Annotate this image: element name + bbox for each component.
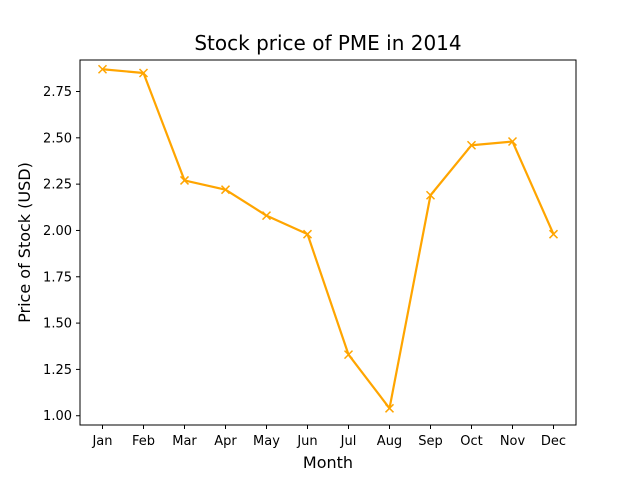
data-point-marker [507, 136, 518, 147]
x-tick-label: Jul [340, 434, 357, 449]
x-axis-label: Month [303, 453, 353, 472]
data-point-marker [384, 403, 395, 413]
x-tick-label: Dec [541, 434, 566, 449]
x-tick-label: Nov [500, 434, 526, 449]
data-point-marker [220, 185, 231, 195]
y-tick-label: 2.25 [43, 178, 72, 193]
data-point-marker [261, 211, 272, 221]
y-tick-label: 1.25 [43, 363, 72, 378]
chart-title: Stock price of PME in 2014 [194, 31, 461, 55]
data-point-marker [466, 140, 477, 150]
y-axis-ticks: 1.00 1.25 1.50 1.75 2.00 2.25 2.50 2.75 [43, 85, 80, 424]
y-tick-label: 1.00 [43, 409, 72, 424]
y-tick-label: 1.50 [43, 317, 72, 332]
y-tick-label: 2.00 [43, 224, 72, 239]
x-tick-label: Oct [460, 434, 482, 449]
data-point-marker [138, 68, 149, 78]
data-point-marker [97, 64, 108, 74]
data-point-marker [548, 229, 559, 239]
data-point-marker [343, 350, 354, 360]
x-tick-label: Mar [172, 434, 197, 449]
y-axis-label: Price of Stock (USD) [15, 162, 34, 323]
data-point-marker [302, 229, 313, 239]
y-tick-label: 2.50 [43, 131, 72, 146]
data-point-marker [425, 190, 436, 200]
x-tick-label: Jun [296, 434, 317, 449]
x-tick-label: Jan [91, 434, 112, 449]
x-tick-label: Aug [377, 434, 402, 449]
series-line [102, 68, 555, 410]
x-tick-label: Apr [214, 434, 237, 449]
x-tick-label: May [253, 434, 280, 449]
x-tick-label: Feb [132, 434, 155, 449]
x-axis-ticks: Jan Feb Mar Apr May Jun Jul Aug Sep Oct Nov Dec [91, 425, 566, 449]
data-point-marker [179, 175, 190, 185]
x-tick-label: Sep [418, 434, 443, 449]
plot-area [79, 59, 577, 426]
series-layer [97, 64, 559, 413]
y-tick-label: 2.75 [43, 85, 72, 100]
y-tick-label: 1.75 [43, 270, 72, 285]
